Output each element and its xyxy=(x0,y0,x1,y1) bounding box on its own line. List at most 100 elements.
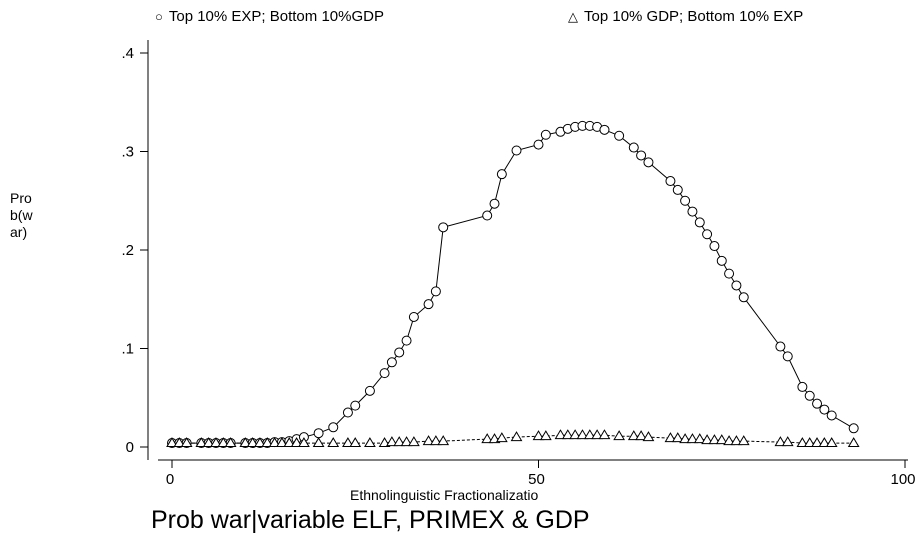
triangle-data-point xyxy=(686,433,699,444)
triangle-data-point xyxy=(591,429,604,440)
circle-data-point xyxy=(709,241,720,252)
circle-data-point xyxy=(716,255,727,266)
triangle-data-point xyxy=(737,435,750,446)
circle-data-point xyxy=(599,124,610,135)
triangle-data-point xyxy=(261,437,274,448)
triangle-data-point xyxy=(298,437,310,448)
circle-data-point xyxy=(408,311,419,322)
triangle-data-point xyxy=(210,437,222,448)
triangle-data-point xyxy=(393,436,406,447)
axis-ticks: 0 .1 .2 .3 .4 0 50 100 xyxy=(121,45,915,488)
triangle-data-point xyxy=(723,435,735,446)
triangle-data-point xyxy=(701,434,713,445)
triangle-data-point xyxy=(481,433,494,444)
circle-data-point xyxy=(628,142,639,153)
circle-data-point xyxy=(775,341,786,352)
triangle-data-point xyxy=(495,432,508,443)
circle-data-point xyxy=(511,145,522,156)
triangle-data-point xyxy=(422,435,435,446)
triangle-data-point xyxy=(217,437,230,448)
triangle-data-point xyxy=(539,430,552,441)
circle-data-point xyxy=(804,390,815,401)
x-tick-label: 0 xyxy=(166,471,174,488)
series-line-1 xyxy=(172,125,854,444)
y-tick-label: .2 xyxy=(121,242,134,259)
circle-data-point xyxy=(665,176,676,187)
circle-data-point xyxy=(819,404,830,415)
circle-data-point xyxy=(687,206,698,217)
series-markers xyxy=(166,120,860,449)
triangle-data-point xyxy=(510,431,523,442)
circle-data-point xyxy=(401,335,412,346)
circle-data-point xyxy=(328,422,339,433)
triangle-data-point xyxy=(825,437,838,448)
circle-data-point xyxy=(826,410,837,421)
y-tick-label: 0 xyxy=(126,439,134,456)
triangle-data-point xyxy=(635,430,647,441)
triangle-data-point xyxy=(811,437,823,448)
triangle-data-point xyxy=(312,437,325,448)
y-tick-label: .1 xyxy=(121,341,134,358)
triangle-data-point xyxy=(430,435,442,446)
triangle-data-point xyxy=(400,436,413,447)
circle-data-point xyxy=(643,157,654,168)
circle-data-point xyxy=(636,150,647,161)
circle-data-point xyxy=(350,400,361,411)
x-tick-label: 100 xyxy=(890,471,915,488)
triangle-data-point xyxy=(173,437,186,448)
triangle-data-point xyxy=(246,437,259,448)
circle-data-point xyxy=(482,210,493,221)
triangle-data-point xyxy=(283,437,296,448)
circle-data-point xyxy=(702,229,713,240)
series-lines xyxy=(172,125,854,444)
triangle-data-point xyxy=(818,437,831,448)
triangle-data-point xyxy=(693,433,706,444)
circle-data-point xyxy=(364,385,375,396)
triangle-data-point xyxy=(342,437,354,448)
triangle-data-point xyxy=(561,429,574,440)
y-tick-label: .4 xyxy=(121,45,134,62)
circle-data-point xyxy=(782,351,793,362)
triangle-data-point xyxy=(730,435,743,446)
triangle-data-point xyxy=(803,437,816,448)
triangle-data-point xyxy=(708,434,721,445)
circle-data-point xyxy=(342,407,353,418)
triangle-data-point xyxy=(386,436,398,447)
circle-data-point xyxy=(738,292,749,303)
circle-data-point xyxy=(489,198,500,209)
triangle-data-point xyxy=(408,436,420,447)
circle-data-point xyxy=(724,268,735,279)
y-axis-label: Prob(war) xyxy=(10,190,33,240)
triangle-data-point xyxy=(268,437,281,448)
circle-data-point xyxy=(533,139,544,150)
circle-data-point xyxy=(430,286,441,297)
triangle-data-point xyxy=(847,437,860,448)
circle-marker-icon: ○ xyxy=(155,9,163,24)
legend-label-1: Top 10% EXP; Bottom 10%GDP xyxy=(168,8,384,25)
triangle-data-point xyxy=(195,437,208,448)
legend-entry-1: ○ Top 10% EXP; Bottom 10%GDP xyxy=(155,8,384,25)
triangle-data-point xyxy=(166,437,178,448)
triangle-data-point xyxy=(781,436,794,447)
triangle-data-point xyxy=(642,431,655,442)
triangle-data-point xyxy=(364,437,376,448)
triangle-data-point xyxy=(554,429,567,440)
circle-data-point xyxy=(797,381,808,392)
triangle-data-point xyxy=(202,437,215,448)
circle-data-point xyxy=(423,299,434,310)
triangle-data-point xyxy=(327,437,340,448)
circle-data-point xyxy=(540,129,551,140)
circle-data-point xyxy=(379,368,390,379)
triangle-data-point xyxy=(671,432,684,443)
triangle-data-point xyxy=(576,429,589,440)
circle-data-point xyxy=(394,347,405,358)
triangle-data-point xyxy=(532,430,545,441)
triangle-data-point xyxy=(613,430,626,441)
triangle-data-point xyxy=(254,437,266,448)
triangle-data-point xyxy=(664,432,677,443)
circle-data-point xyxy=(848,423,859,434)
circle-data-point xyxy=(731,280,742,291)
triangle-data-point xyxy=(598,429,611,440)
legend-entry-2: △ Top 10% GDP; Bottom 10% EXP xyxy=(568,8,803,25)
